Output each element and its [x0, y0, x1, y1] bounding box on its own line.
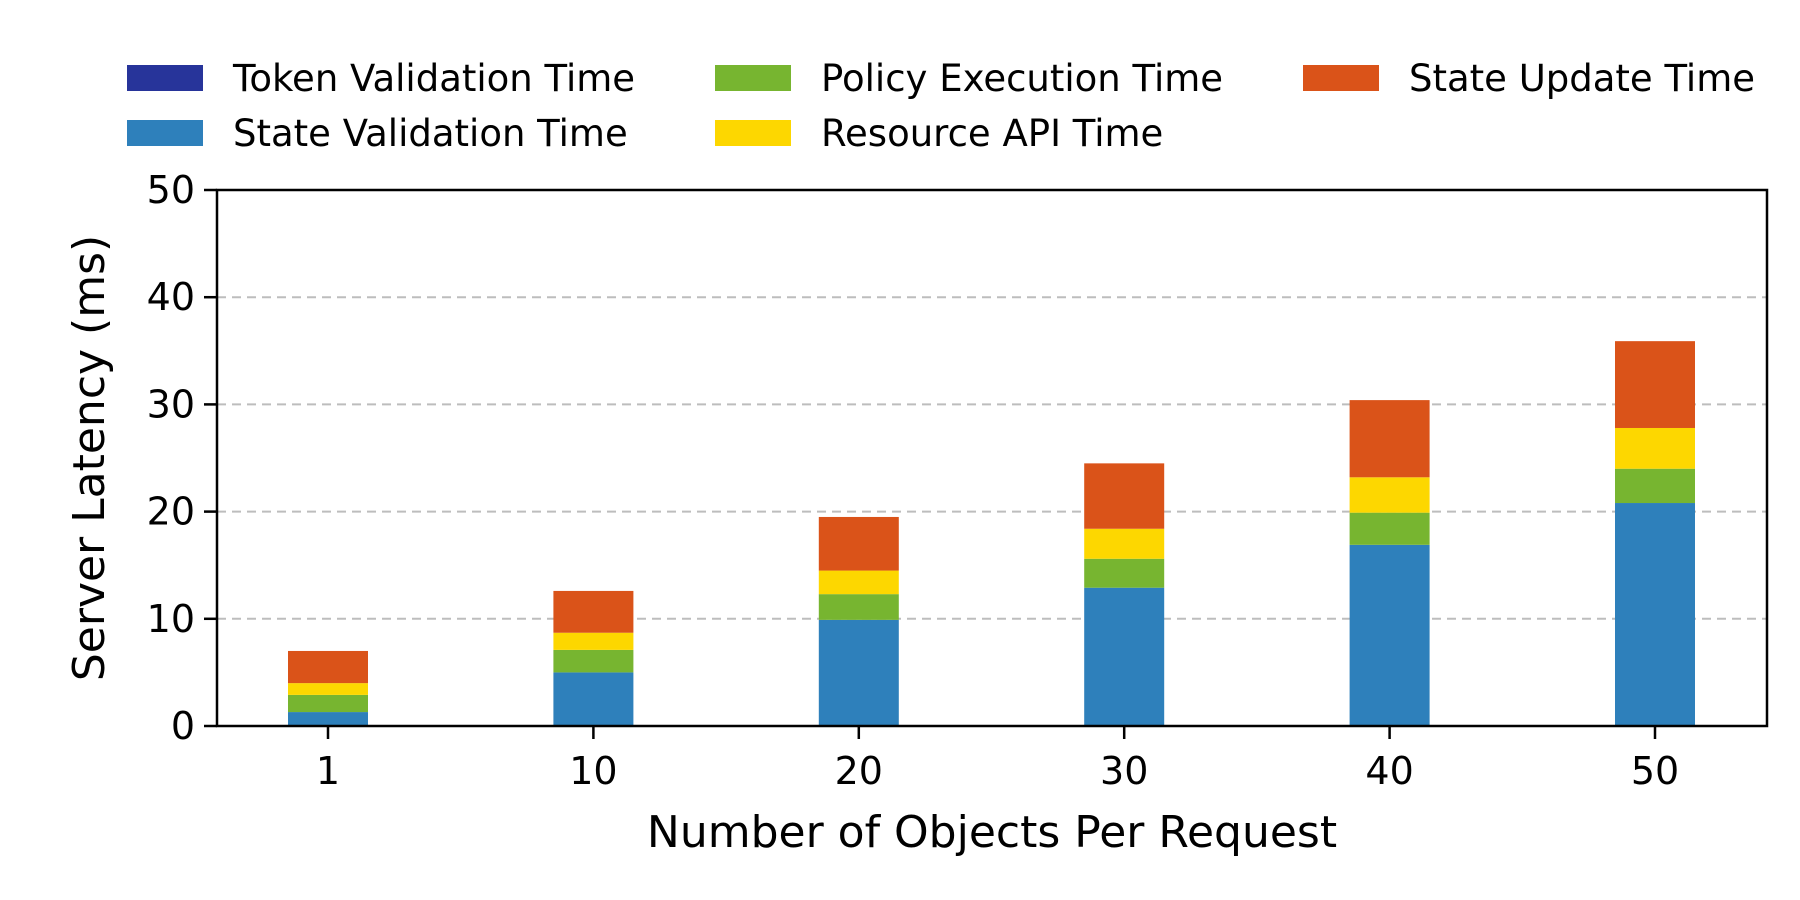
- bar-state-validation-time: [1615, 503, 1695, 726]
- bar-state-validation-time: [1084, 587, 1165, 726]
- bar-resource-api-time: [1349, 477, 1430, 513]
- x-tick-label: 30: [1100, 749, 1148, 793]
- bar-state-update-time: [288, 650, 368, 684]
- bar-state-update-time: [1349, 400, 1430, 478]
- plot-frame: [215, 188, 1769, 728]
- legend-label-policy-execution-time: Policy Execution Time: [821, 57, 1223, 100]
- bar-resource-api-time: [1615, 427, 1695, 469]
- bar-state-update-time: [553, 590, 634, 633]
- x-tick-label: 40: [1365, 749, 1413, 793]
- legend-label-state-validation-time: State Validation Time: [233, 112, 628, 155]
- bar-policy-execution-time: [1349, 512, 1430, 545]
- y-tick-label: 0: [171, 704, 195, 748]
- bar-state-validation-time: [553, 672, 634, 726]
- legend-swatch-resource-api-time: [715, 120, 791, 146]
- legend-swatch-state-validation-time: [127, 120, 203, 146]
- x-tick-label: 10: [569, 749, 617, 793]
- legend: Token Validation Time State Validation Ti…: [127, 57, 1755, 155]
- bar-resource-api-time: [288, 683, 368, 695]
- bar-state-validation-time: [288, 712, 368, 726]
- bar-state-update-time: [1615, 341, 1695, 428]
- bars: [288, 341, 1695, 726]
- bar-resource-api-time: [1084, 528, 1165, 559]
- legend-label-state-update-time: State Update Time: [1409, 57, 1755, 100]
- y-tick-label: 20: [147, 490, 195, 534]
- y-tick-label: 50: [147, 168, 195, 212]
- legend-label-resource-api-time: Resource API Time: [821, 112, 1163, 155]
- legend-label-token-validation-time: Token Validation Time: [232, 57, 635, 100]
- y-tick-label: 40: [147, 275, 195, 319]
- x-tick-label: 1: [316, 749, 340, 793]
- bar-policy-execution-time: [288, 694, 368, 713]
- x-tick-label: 20: [835, 749, 883, 793]
- legend-swatch-policy-execution-time: [715, 65, 791, 91]
- legend-swatch-token-validation-time: [127, 65, 203, 91]
- y-tick-label: 10: [147, 597, 195, 641]
- legend-swatch-state-update-time: [1303, 65, 1379, 91]
- x-axis: 1 10 20 30 40 50: [316, 726, 1679, 793]
- y-axis: 0 10 20 30 40 50: [147, 168, 217, 748]
- y-axis-label: Server Latency (ms): [64, 235, 115, 681]
- bar-state-validation-time: [1349, 544, 1430, 726]
- x-axis-label: Number of Objects Per Request: [647, 807, 1337, 858]
- bar-policy-execution-time: [553, 649, 634, 673]
- bar-resource-api-time: [553, 632, 634, 650]
- bar-policy-execution-time: [1615, 468, 1695, 504]
- grid-lines: [217, 296, 1767, 620]
- x-tick-label: 50: [1631, 749, 1679, 793]
- bar-state-update-time: [818, 516, 899, 571]
- bar-policy-execution-time: [1084, 558, 1165, 588]
- bar-state-update-time: [1084, 463, 1165, 529]
- bar-state-validation-time: [818, 619, 899, 726]
- y-tick-label: 30: [147, 382, 195, 426]
- bar-policy-execution-time: [818, 594, 899, 620]
- bar-resource-api-time: [818, 570, 899, 595]
